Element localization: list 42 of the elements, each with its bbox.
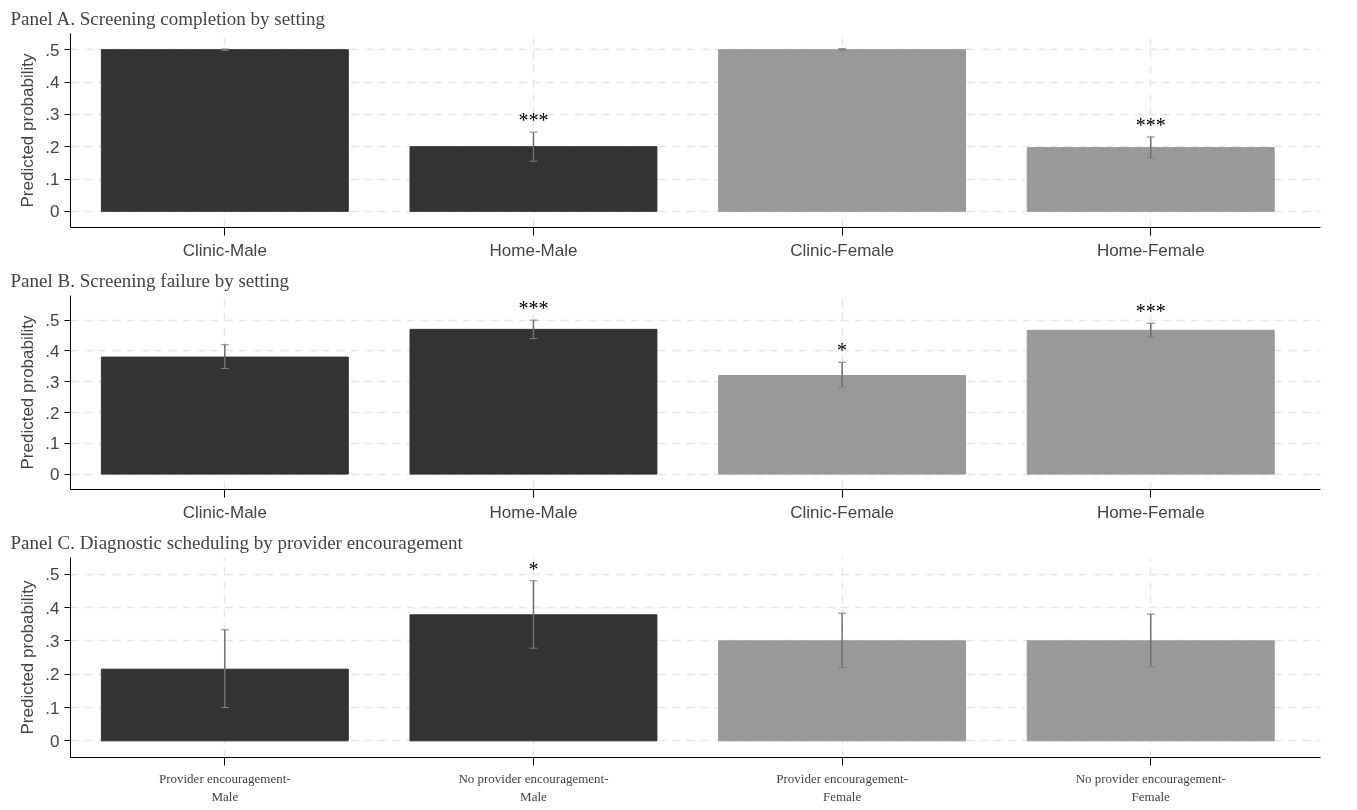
chart-title: Panel B. Screening failure by setting [10, 269, 290, 291]
x-tick-label: No provider encouragement- Male [458, 770, 609, 804]
data-label: *** [518, 109, 549, 132]
data-label: *** [1135, 300, 1166, 323]
x-tick-label: Home-Female [1096, 240, 1205, 260]
y-tick-label: 0 [50, 465, 60, 485]
x-tick-label: Clinic-Male [182, 240, 267, 260]
y-tick-label: .5 [45, 565, 60, 585]
y-axis-title: Predicted probability [18, 579, 38, 735]
data-label: * [837, 339, 848, 362]
x-tick-label: Clinic-Female [790, 240, 895, 260]
y-tick-label: .4 [45, 341, 60, 361]
x-tick-label: Clinic-Male [182, 502, 267, 522]
y-tick-label: .5 [45, 40, 60, 60]
y-tick-label: .1 [45, 170, 60, 189]
y-tick-label: 0 [50, 731, 60, 751]
x-tick-label: Provider encouragement- Female [776, 770, 908, 804]
y-tick-label: .4 [45, 598, 60, 618]
y-axis-title: Predicted probability [18, 314, 38, 470]
x-tick-label: Home-Female [1096, 502, 1205, 522]
y-tick-label: .1 [45, 698, 60, 718]
y-tick-label: .3 [45, 105, 60, 125]
data-label: *** [1135, 113, 1166, 136]
chart-title: Panel A. Screening completion by setting [10, 7, 326, 29]
y-axis-title: Predicted probability [18, 52, 38, 208]
y-tick-label: .5 [45, 311, 60, 331]
y-tick-label: .2 [45, 137, 60, 157]
y-tick-label: .1 [45, 434, 60, 454]
x-tick-label: Home-Male [489, 240, 578, 260]
data-label: *** [518, 297, 549, 320]
x-tick-label: Clinic-Female [790, 502, 895, 522]
y-tick-label: .3 [45, 631, 60, 651]
y-tick-label: .3 [45, 372, 60, 392]
x-tick-label: Provider encouragement- Male [158, 770, 291, 804]
x-tick-label: No provider encouragement- Female [1075, 770, 1226, 804]
y-tick-label: 0 [50, 202, 60, 222]
chart-title: Panel C. Diagnostic scheduling by provider encouragement [10, 531, 464, 553]
y-tick-label: .2 [45, 403, 60, 423]
y-tick-label: .4 [45, 73, 60, 92]
x-tick-label: Home-Male [489, 502, 578, 522]
data-label: * [528, 557, 539, 580]
y-tick-label: .2 [45, 665, 60, 685]
